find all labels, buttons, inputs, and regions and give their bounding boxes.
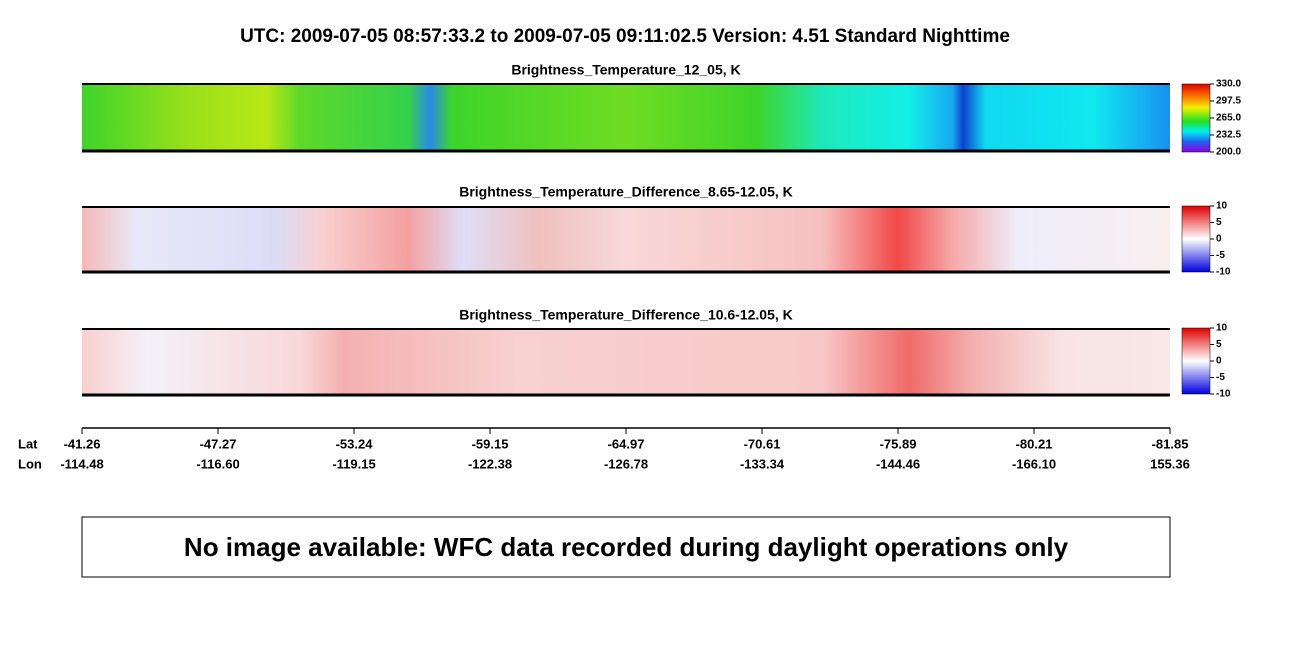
image-strip — [82, 85, 1170, 151]
lon-tick-label: -114.48 — [60, 456, 103, 471]
lon-tick-label: -122.38 — [468, 456, 512, 471]
colorbar-label: 330.0 — [1216, 79, 1241, 90]
image-strip — [82, 207, 1170, 271]
colorbar-label: 10 — [1216, 201, 1228, 212]
figure-title: UTC: 2009-07-05 08:57:33.2 to 2009-07-05… — [240, 26, 1010, 47]
lat-tick-label: -80.21 — [1016, 436, 1053, 451]
colorbar-label: 5 — [1216, 217, 1222, 228]
colorbar-label: 265.0 — [1216, 113, 1241, 124]
lon-tick-label: -144.46 — [876, 456, 920, 471]
colorbar — [1181, 205, 1211, 273]
lon-tick-label: -126.78 — [604, 456, 648, 471]
lon-tick-label: 155.36 — [1150, 456, 1190, 471]
colorbar-label: 5 — [1216, 339, 1222, 350]
panel-title: Brightness_Temperature_Difference_10.6-1… — [459, 307, 793, 323]
lat-tick-label: -47.27 — [200, 436, 237, 451]
lat-tick-label: -41.26 — [64, 436, 101, 451]
panel-title: Brightness_Temperature_Difference_8.65-1… — [459, 184, 793, 200]
lat-label: Lat — [18, 436, 38, 451]
lon-label: Lon — [18, 456, 42, 471]
colorbar-label: 200.0 — [1216, 147, 1241, 158]
lon-tick-label: -133.34 — [740, 456, 785, 471]
lon-tick-label: -166.10 — [1012, 456, 1056, 471]
colorbar — [1181, 327, 1211, 395]
image-strip — [82, 329, 1170, 394]
colorbar — [1181, 83, 1211, 153]
lat-tick-label: -75.89 — [880, 436, 917, 451]
lat-tick-label: -70.61 — [744, 436, 781, 451]
colorbar-label: -5 — [1216, 250, 1225, 261]
colorbar-label: -5 — [1216, 372, 1225, 383]
lat-tick-label: -53.24 — [336, 436, 374, 451]
strip-borders — [82, 83, 1170, 397]
lat-tick-label: -81.85 — [1152, 436, 1189, 451]
colorbar-label: -10 — [1216, 267, 1231, 278]
lon-tick-label: -119.15 — [332, 456, 375, 471]
colorbar-label: 0 — [1216, 356, 1222, 367]
lat-tick-label: -59.15 — [472, 436, 509, 451]
colorbar-label: 10 — [1216, 323, 1228, 334]
lon-tick-label: -116.60 — [196, 456, 239, 471]
message-box — [81, 516, 1171, 578]
colorbar-label: -10 — [1216, 389, 1231, 400]
message: No image available: WFC data recorded du… — [184, 532, 1069, 562]
panel-title: Brightness_Temperature_12_05, K — [511, 62, 740, 78]
lat-tick-label: -64.97 — [608, 436, 645, 451]
colorbar-label: 297.5 — [1216, 96, 1241, 107]
colorbar-label: 0 — [1216, 234, 1222, 245]
colorbar-label: 232.5 — [1216, 130, 1241, 141]
